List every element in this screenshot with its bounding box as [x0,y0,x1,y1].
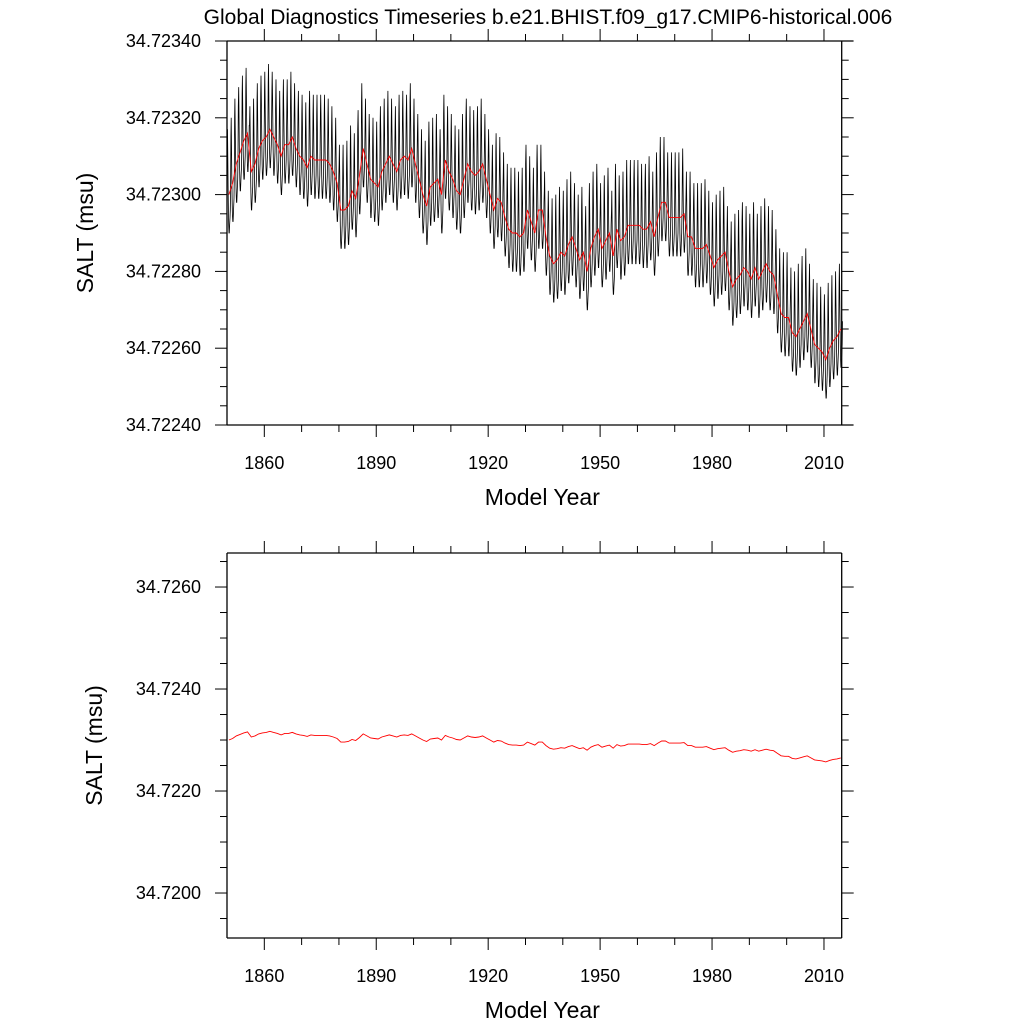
y-tick-label: 34.72260 [126,338,201,358]
x-tick-label: 1980 [692,966,732,986]
x-tick-label: 1890 [356,453,396,473]
x-tick-label: 1950 [580,966,620,986]
bottom-panel: 1860 1890 1920 1950 1980 2010 34.7200 34.7220 34… [81,541,854,1023]
monthly-series-line [226,63,843,399]
y-tick-label: 34.7260 [136,577,201,597]
x-tick-label: 1860 [244,966,284,986]
x-axis-title: Model Year [485,997,600,1023]
annual-mean-line [228,128,842,361]
y-tick-label: 34.72320 [126,108,201,128]
y-tick-label: 34.72300 [126,185,201,205]
x-tick-label: 1860 [244,453,284,473]
x-tick-label: 1950 [580,453,620,473]
y-tick-label: 34.7220 [136,781,201,801]
top-panel: 1860 1890 1920 1950 1980 2010 34.72240 34.72260… [72,29,854,510]
y-tick-label: 34.7200 [136,883,201,903]
annual-mean-line [228,730,841,763]
y-axis-title: SALT (msu) [72,173,98,294]
x-tick-label: 1920 [468,966,508,986]
y-axis-title: SALT (msu) [81,685,107,806]
x-tick-label: 1980 [692,453,732,473]
y-tick-label: 34.7240 [136,679,201,699]
chart-title: Global Diagnostics Timeseries b.e21.BHIS… [204,6,893,29]
y-tick-label: 34.72280 [126,261,201,281]
x-tick-label: 2010 [804,966,844,986]
y-tick-label: 34.72240 [126,415,201,435]
y-tick-label: 34.72340 [126,31,201,51]
x-tick-label: 2010 [804,453,844,473]
x-tick-label: 1920 [468,453,508,473]
x-tick-label: 1890 [356,966,396,986]
x-axis-title: Model Year [485,484,600,510]
